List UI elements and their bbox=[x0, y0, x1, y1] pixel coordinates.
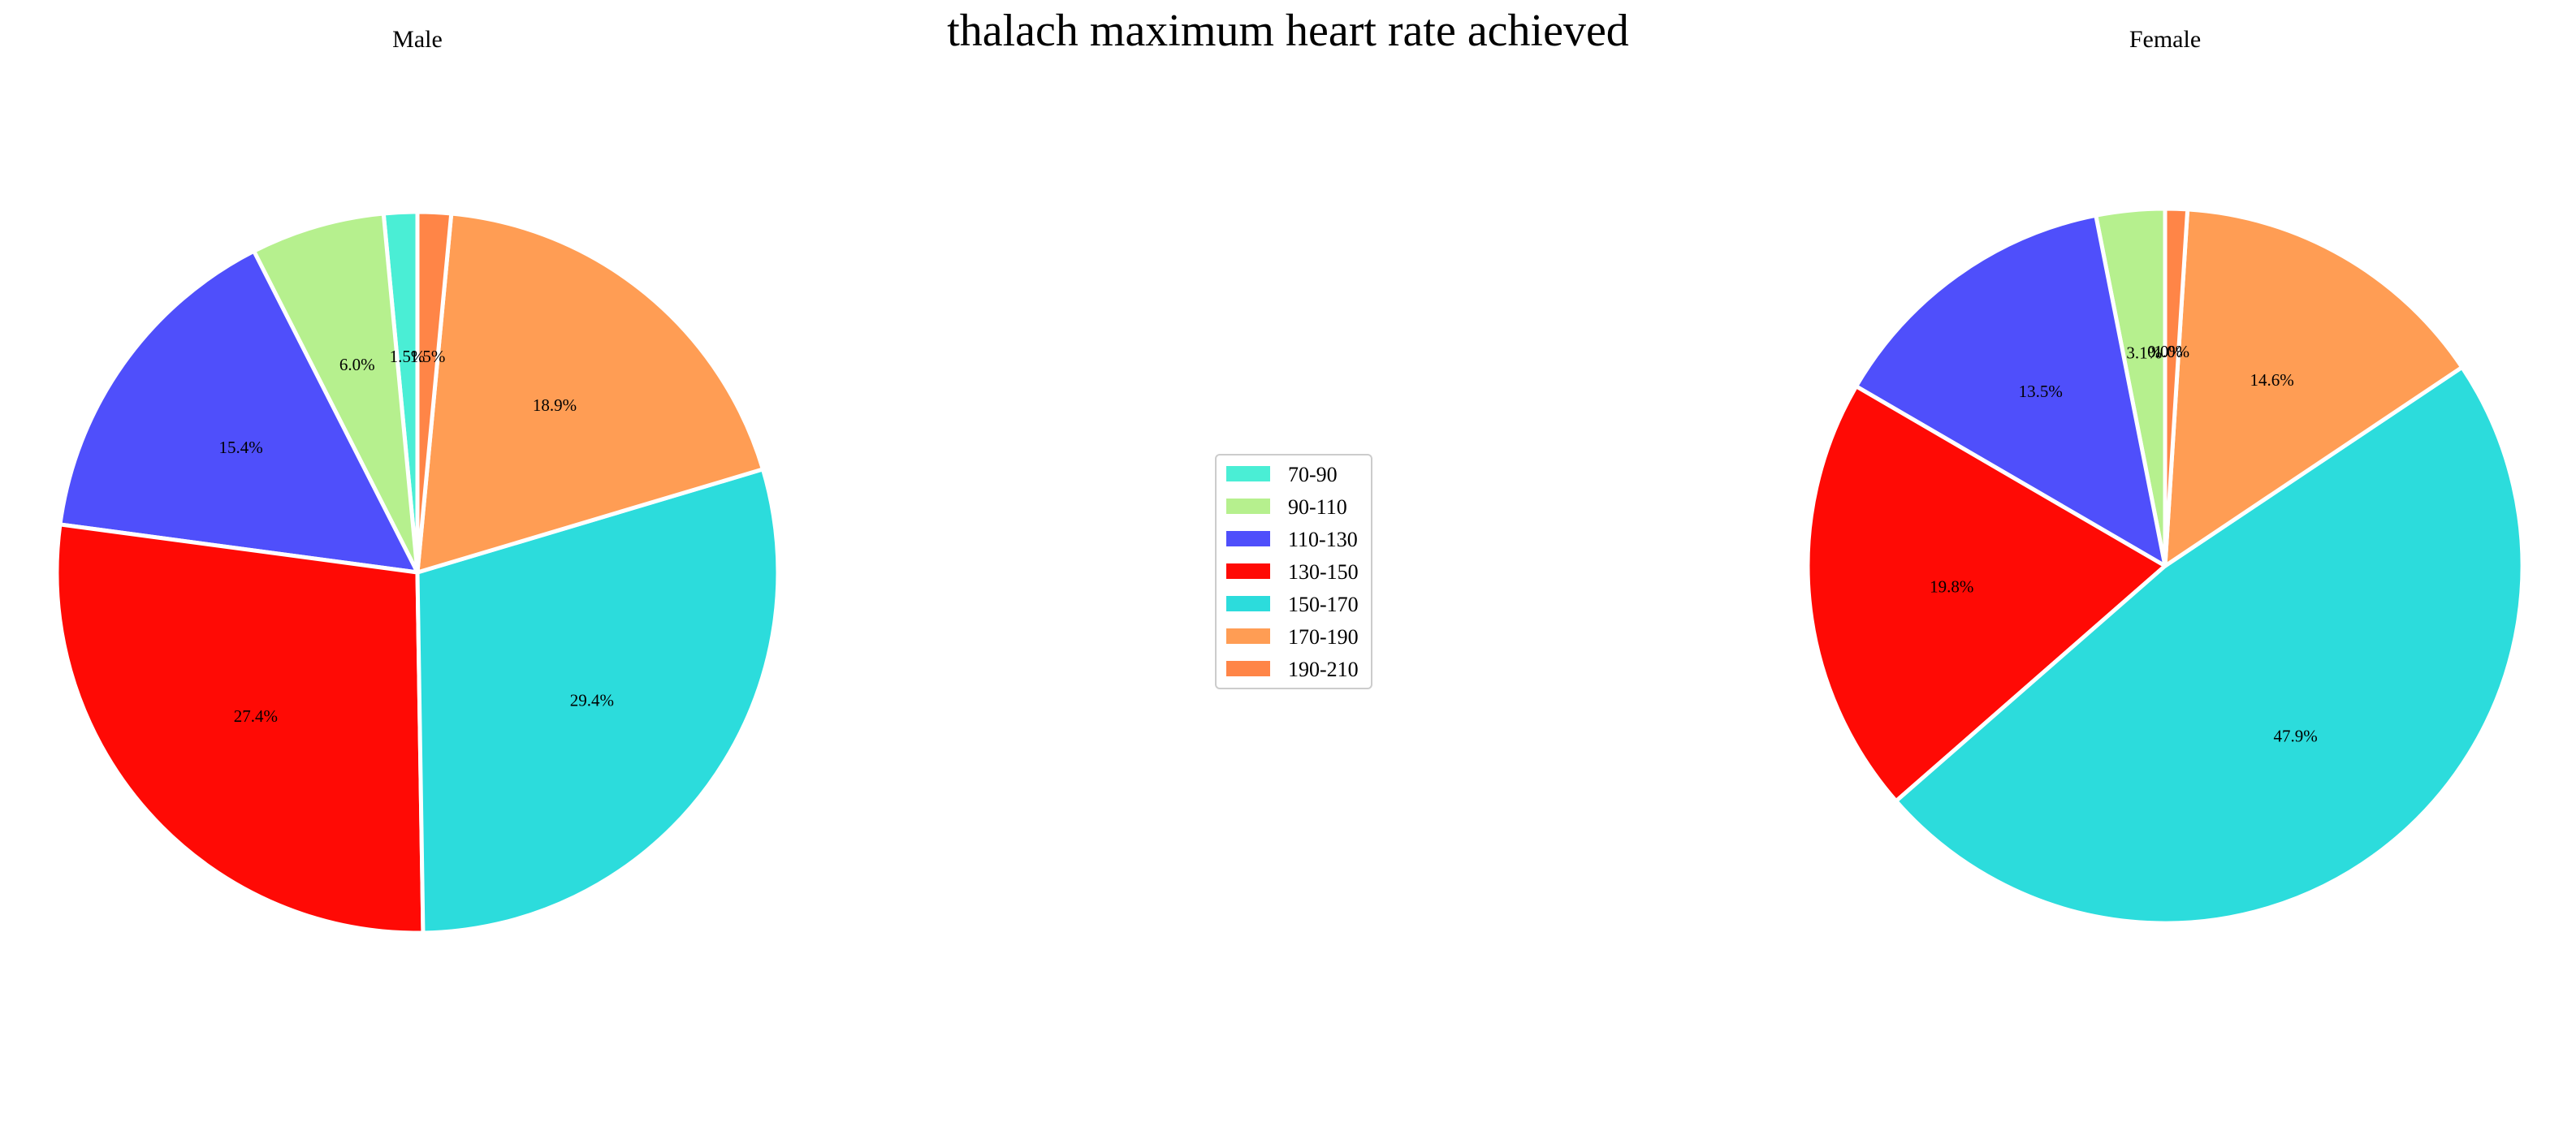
pie-title-male: Male bbox=[392, 26, 443, 53]
pie-slice-female-150-170 bbox=[1894, 365, 2525, 926]
legend-label-110-130: 110-130 bbox=[1288, 528, 1358, 551]
pie-slice-female-110-130 bbox=[1854, 213, 2168, 568]
pie-chart-male: Male 1.5% 6.0% 15.4% 27.4% 29.4% 18.9% 1.5% bbox=[54, 26, 780, 935]
legend-swatch-150-170 bbox=[1226, 596, 1270, 611]
pie-label-male-150-170: 29.4% bbox=[570, 690, 614, 710]
legend-label-130-150: 130-150 bbox=[1288, 560, 1359, 584]
legend: 70-90 90-110 110-130 130-150 150-170 170-190 1… bbox=[1215, 454, 1372, 689]
pie-label-female-90-110: 3.1% bbox=[2126, 343, 2162, 362]
pie-label-male-170-190: 18.9% bbox=[533, 395, 577, 415]
pie-label-female-190-210: 1.0% bbox=[2154, 342, 2189, 361]
legend-item-70-90: 70-90 bbox=[1226, 463, 1338, 486]
legend-label-190-210: 190-210 bbox=[1288, 658, 1359, 681]
legend-item-190-210: 190-210 bbox=[1226, 658, 1359, 681]
pie-label-female-110-130: 13.5% bbox=[2019, 382, 2063, 401]
pie-label-female-130-150: 19.8% bbox=[1930, 576, 1973, 596]
legend-swatch-110-130 bbox=[1226, 531, 1270, 546]
pie-slice-male-190-210 bbox=[415, 209, 454, 575]
pie-label-male-190-210: 1.5% bbox=[410, 347, 446, 366]
pie-slice-male-170-190 bbox=[415, 211, 765, 575]
pie-slice-male-130-150 bbox=[54, 522, 426, 935]
legend-label-70-90: 70-90 bbox=[1288, 463, 1338, 486]
pie-chart-female: Female 0.0%3.1% 13.5% 19.8% 47.9% 14.6% 1.0% bbox=[1805, 26, 2525, 926]
pie-label-male-70-90: 1.5% bbox=[390, 347, 426, 366]
legend-item-150-170: 150-170 bbox=[1226, 593, 1359, 616]
legend-item-110-130: 110-130 bbox=[1226, 528, 1358, 551]
legend-item-170-190: 170-190 bbox=[1226, 625, 1359, 649]
legend-item-130-150: 130-150 bbox=[1226, 560, 1359, 584]
legend-swatch-170-190 bbox=[1226, 628, 1270, 644]
pie-slice-male-90-110 bbox=[252, 211, 420, 575]
pie-label-female-170-190: 14.6% bbox=[2250, 370, 2294, 390]
legend-swatch-130-150 bbox=[1226, 563, 1270, 579]
legend-label-150-170: 150-170 bbox=[1288, 593, 1359, 616]
pie-slice-female-190-210 bbox=[2163, 206, 2190, 568]
pie-slice-female-130-150 bbox=[1805, 384, 2168, 804]
legend-swatch-90-110 bbox=[1226, 499, 1270, 514]
pie-label-female-70-90: 0.0% bbox=[2147, 342, 2183, 361]
pie-title-female: Female bbox=[2129, 26, 2201, 53]
legend-item-90-110: 90-110 bbox=[1226, 495, 1347, 519]
pie-label-female-150-170: 47.9% bbox=[2274, 727, 2318, 746]
pie-slice-male-150-170 bbox=[415, 467, 780, 935]
legend-swatch-70-90 bbox=[1226, 466, 1270, 481]
pie-label-male-130-150: 27.4% bbox=[234, 706, 278, 726]
pie-label-male-110-130: 15.4% bbox=[219, 438, 263, 457]
chart-title: thalach maximum heart rate achieved bbox=[947, 6, 1629, 56]
pie-slice-female-170-190 bbox=[2163, 207, 2465, 568]
pie-slice-male-110-130 bbox=[58, 248, 420, 575]
legend-label-90-110: 90-110 bbox=[1288, 495, 1347, 519]
legend-label-170-190: 170-190 bbox=[1288, 625, 1359, 649]
legend-swatch-190-210 bbox=[1226, 661, 1270, 676]
pie-label-male-90-110: 6.0% bbox=[339, 355, 375, 374]
